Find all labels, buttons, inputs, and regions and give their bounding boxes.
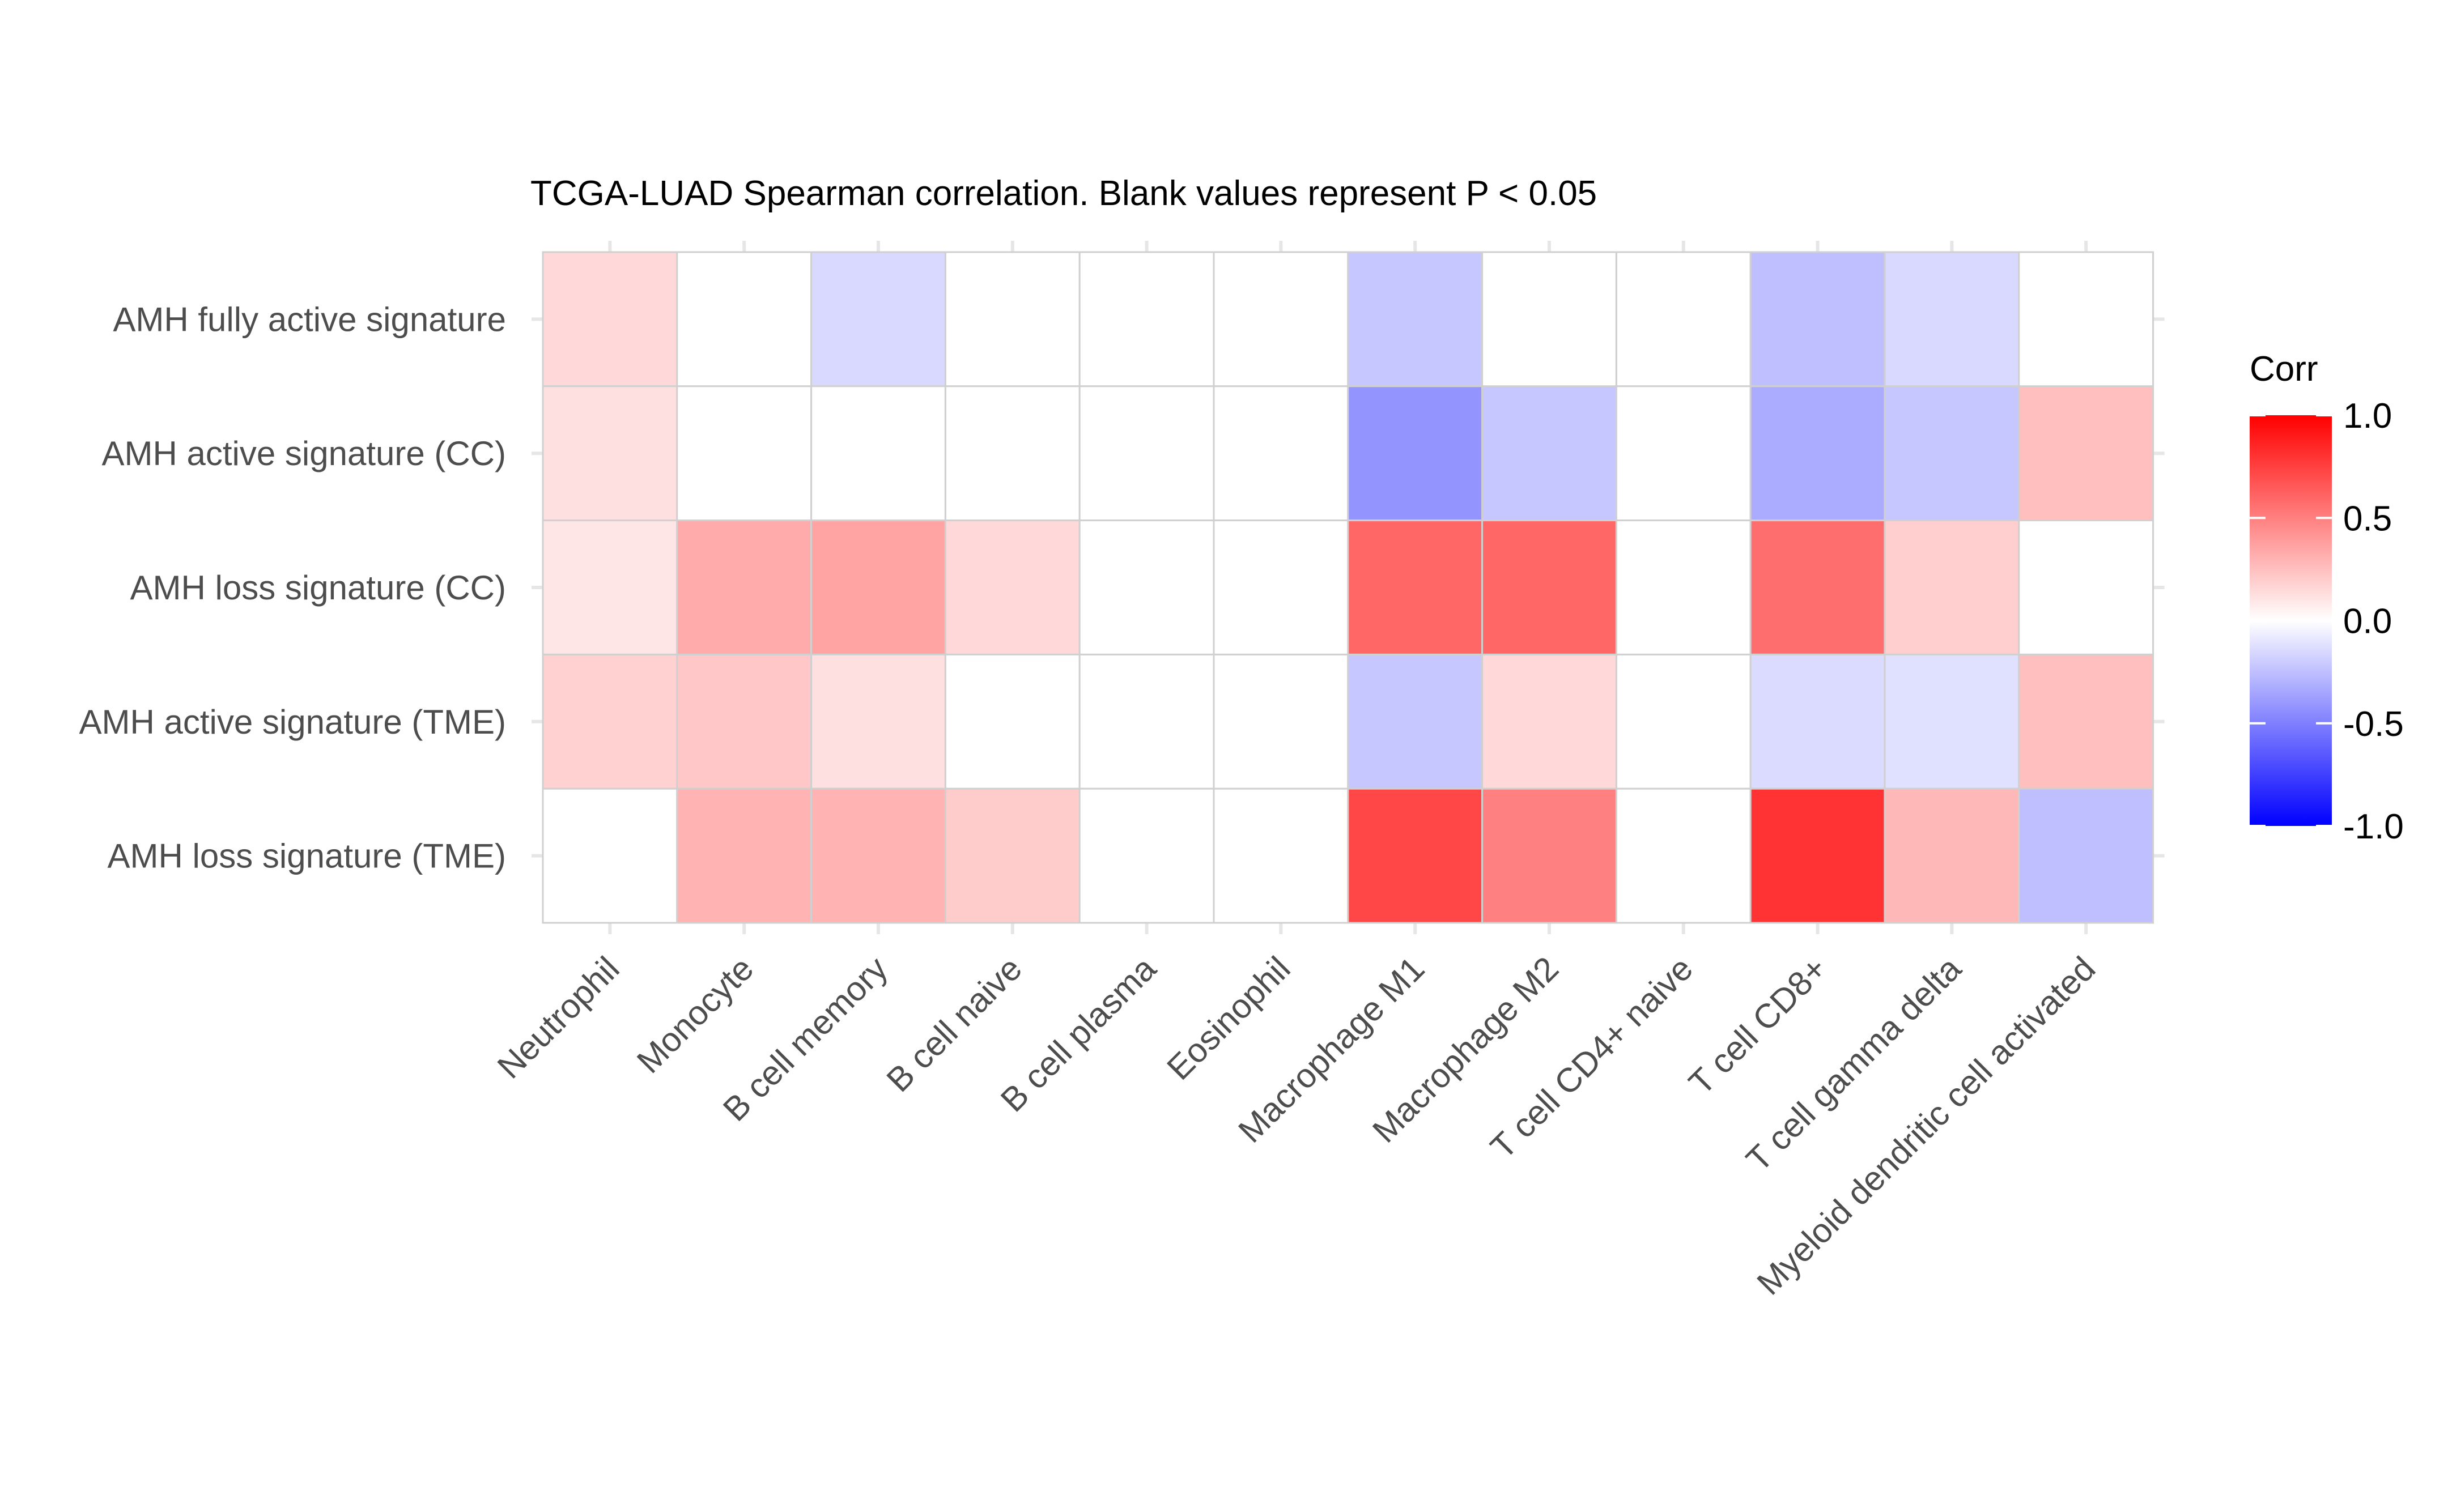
heatmap-cell xyxy=(1481,385,1617,522)
heatmap-cell xyxy=(2018,251,2154,387)
heatmap-cell xyxy=(676,251,813,387)
heatmap-cell xyxy=(542,787,678,924)
legend-title: Corr xyxy=(2250,350,2318,389)
color-legend: Corr 1.0 0.5 0.0 -0.5 -1.0 xyxy=(2250,350,2404,846)
y-axis-label: AMH active signature (CC) xyxy=(101,435,506,472)
heatmap-cell xyxy=(542,385,678,522)
heatmap-cell xyxy=(1213,653,1349,790)
heatmap-cell xyxy=(2018,385,2154,522)
heatmap-cell xyxy=(676,787,813,924)
heatmap-cell xyxy=(1078,385,1215,522)
y-axis-labels: AMH fully active signature AMH active sig… xyxy=(79,300,506,875)
heatmap-cell xyxy=(810,385,946,522)
heatmap-cell xyxy=(810,653,946,790)
y-axis-label: AMH loss signature (CC) xyxy=(130,569,507,607)
legend-tick-label: -1.0 xyxy=(2343,807,2404,846)
heatmap-cell xyxy=(1347,519,1484,655)
heatmap-cell xyxy=(1749,385,1886,522)
legend-tick-label: -0.5 xyxy=(2343,705,2404,744)
heatmap-cell xyxy=(1347,251,1484,387)
heatmap-cell xyxy=(2018,787,2154,924)
heatmap-cell xyxy=(1078,519,1215,655)
heatmap-cell xyxy=(1213,787,1349,924)
heatmap-cell xyxy=(944,385,1081,522)
heatmap-cell xyxy=(944,653,1081,790)
x-axis-label: Monocyte xyxy=(630,949,760,1080)
heatmap-cell xyxy=(944,519,1081,655)
heatmap-cell xyxy=(542,653,678,790)
heatmap-cell xyxy=(1615,251,1752,387)
heatmap-cell xyxy=(1749,251,1886,387)
heatmap-cell xyxy=(1615,653,1752,790)
heatmap-cell xyxy=(1481,653,1617,790)
heatmap-cell xyxy=(810,519,946,655)
x-axis-label: B cell naive xyxy=(879,949,1029,1099)
x-axis-label: Eosinophil xyxy=(1159,949,1297,1087)
legend-tick-label: 0.0 xyxy=(2343,602,2392,641)
heatmap-cell xyxy=(1481,519,1617,655)
heatmap-cell xyxy=(2018,519,2154,655)
heatmap-cell xyxy=(676,385,813,522)
heatmap-cell xyxy=(542,519,678,655)
x-axis-label: Neutrophil xyxy=(490,949,627,1086)
heatmap-cell xyxy=(1481,787,1617,924)
heatmap-cell xyxy=(1078,251,1215,387)
heatmap-cell xyxy=(1213,519,1349,655)
heatmap-cell xyxy=(944,251,1081,387)
heatmap-cell xyxy=(2018,653,2154,790)
y-axis-label: AMH loss signature (TME) xyxy=(108,837,506,875)
y-axis-label: AMH fully active signature xyxy=(113,300,506,338)
heatmap-cell xyxy=(944,787,1081,924)
heatmap-cell xyxy=(810,251,946,387)
heatmap-cell xyxy=(1347,787,1484,924)
heatmap-cell xyxy=(676,653,813,790)
heatmap-cell xyxy=(1347,385,1484,522)
legend-ticks: 1.0 0.5 0.0 -0.5 -1.0 xyxy=(2250,397,2404,846)
heatmap-cell xyxy=(1615,787,1752,924)
heatmap-cell xyxy=(1884,787,2020,924)
heatmap-cell xyxy=(810,787,946,924)
heatmap-cell xyxy=(1078,787,1215,924)
heatmap-cell xyxy=(1884,519,2020,655)
legend-tick-label: 0.5 xyxy=(2343,499,2392,538)
heatmap-cell xyxy=(1078,653,1215,790)
heatmap-cell xyxy=(676,519,813,655)
heatmap-cell xyxy=(1884,385,2020,522)
heatmap-cells xyxy=(542,251,2154,924)
heatmap-cell xyxy=(1615,519,1752,655)
heatmap-cell xyxy=(1749,653,1886,790)
heatmap-cell xyxy=(1213,251,1349,387)
heatmap-cell xyxy=(542,251,678,387)
heatmap-cell xyxy=(1481,251,1617,387)
heatmap-cell xyxy=(1749,787,1886,924)
y-axis-label: AMH active signature (TME) xyxy=(79,703,506,741)
legend-tick-label: 1.0 xyxy=(2343,397,2392,436)
heatmap-cell xyxy=(1884,653,2020,790)
heatmap-cell xyxy=(1213,385,1349,522)
heatmap-cell xyxy=(1749,519,1886,655)
heatmap-cell xyxy=(1884,251,2020,387)
heatmap-cell xyxy=(1615,385,1752,522)
chart-title: TCGA-LUAD Spearman correlation. Blank va… xyxy=(530,174,1597,213)
heatmap-cell xyxy=(1347,653,1484,790)
